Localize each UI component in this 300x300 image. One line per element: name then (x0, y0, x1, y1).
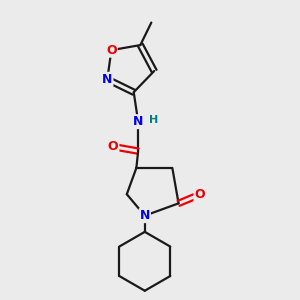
Text: O: O (106, 44, 117, 57)
Text: O: O (194, 188, 205, 201)
Text: O: O (108, 140, 118, 153)
Text: H: H (149, 115, 159, 125)
Text: N: N (102, 73, 112, 86)
Text: N: N (133, 115, 143, 128)
Text: N: N (140, 209, 150, 222)
